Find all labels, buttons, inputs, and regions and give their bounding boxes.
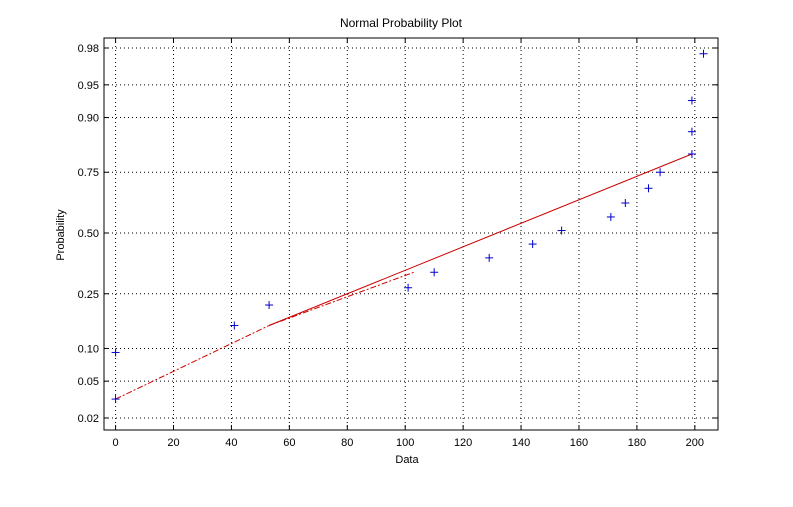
x-tick-label: 20	[167, 437, 179, 449]
data-point	[687, 96, 696, 105]
data-point	[430, 268, 439, 277]
reference-line-solid	[268, 153, 693, 326]
y-tick-label: 0.90	[78, 113, 99, 125]
x-tick-label: 0	[113, 437, 119, 449]
reference-line-extension	[268, 271, 415, 326]
x-tick-label: 200	[686, 437, 704, 449]
data-point	[485, 253, 494, 262]
x-tick-label: 180	[628, 437, 646, 449]
data-markers	[111, 49, 708, 404]
y-tick-label: 0.02	[78, 413, 99, 425]
y-tick-label: 0.98	[78, 43, 99, 55]
data-point	[111, 348, 120, 357]
y-tick-label: 0.25	[78, 289, 99, 301]
x-tick-label: 80	[341, 437, 353, 449]
axis-ticks: 0 20 40 60 80 100 120 140 160 180 200 0.02 0.05 0.10 0…	[78, 38, 718, 449]
x-tick-label: 100	[396, 437, 414, 449]
data-point	[111, 395, 120, 404]
y-tick-label: 0.50	[78, 228, 99, 240]
y-axis-label: Probability	[55, 209, 67, 261]
x-tick-label: 140	[512, 437, 530, 449]
reference-line-extension	[115, 325, 270, 400]
data-point	[621, 199, 630, 208]
data-point	[528, 240, 537, 249]
y-tick-label: 0.10	[78, 343, 99, 355]
x-tick-label: 60	[283, 437, 295, 449]
reference-line	[115, 153, 693, 400]
y-tick-label: 0.05	[78, 376, 99, 388]
data-point	[644, 184, 653, 193]
data-point	[687, 149, 696, 158]
plot-area: 0 20 40 60 80 100 120 140 160 180 200 0.02 0.05 0.10 0…	[78, 37, 719, 449]
data-point	[265, 301, 274, 310]
data-point	[606, 212, 615, 221]
data-point	[699, 49, 708, 58]
data-point	[404, 283, 413, 292]
x-tick-label: 160	[570, 437, 588, 449]
x-tick-label: 40	[225, 437, 237, 449]
x-axis-label: Data	[395, 454, 419, 466]
plot-border	[103, 37, 719, 431]
data-point	[557, 226, 566, 235]
y-tick-label: 0.75	[78, 167, 99, 179]
y-tick-label: 0.95	[78, 80, 99, 92]
grid-lines	[104, 38, 718, 430]
data-point	[230, 321, 239, 330]
chart-title: Normal Probability Plot	[340, 16, 463, 30]
data-point	[687, 127, 696, 136]
plot-frame	[104, 38, 718, 430]
x-tick-label: 120	[454, 437, 472, 449]
data-point	[656, 168, 665, 177]
